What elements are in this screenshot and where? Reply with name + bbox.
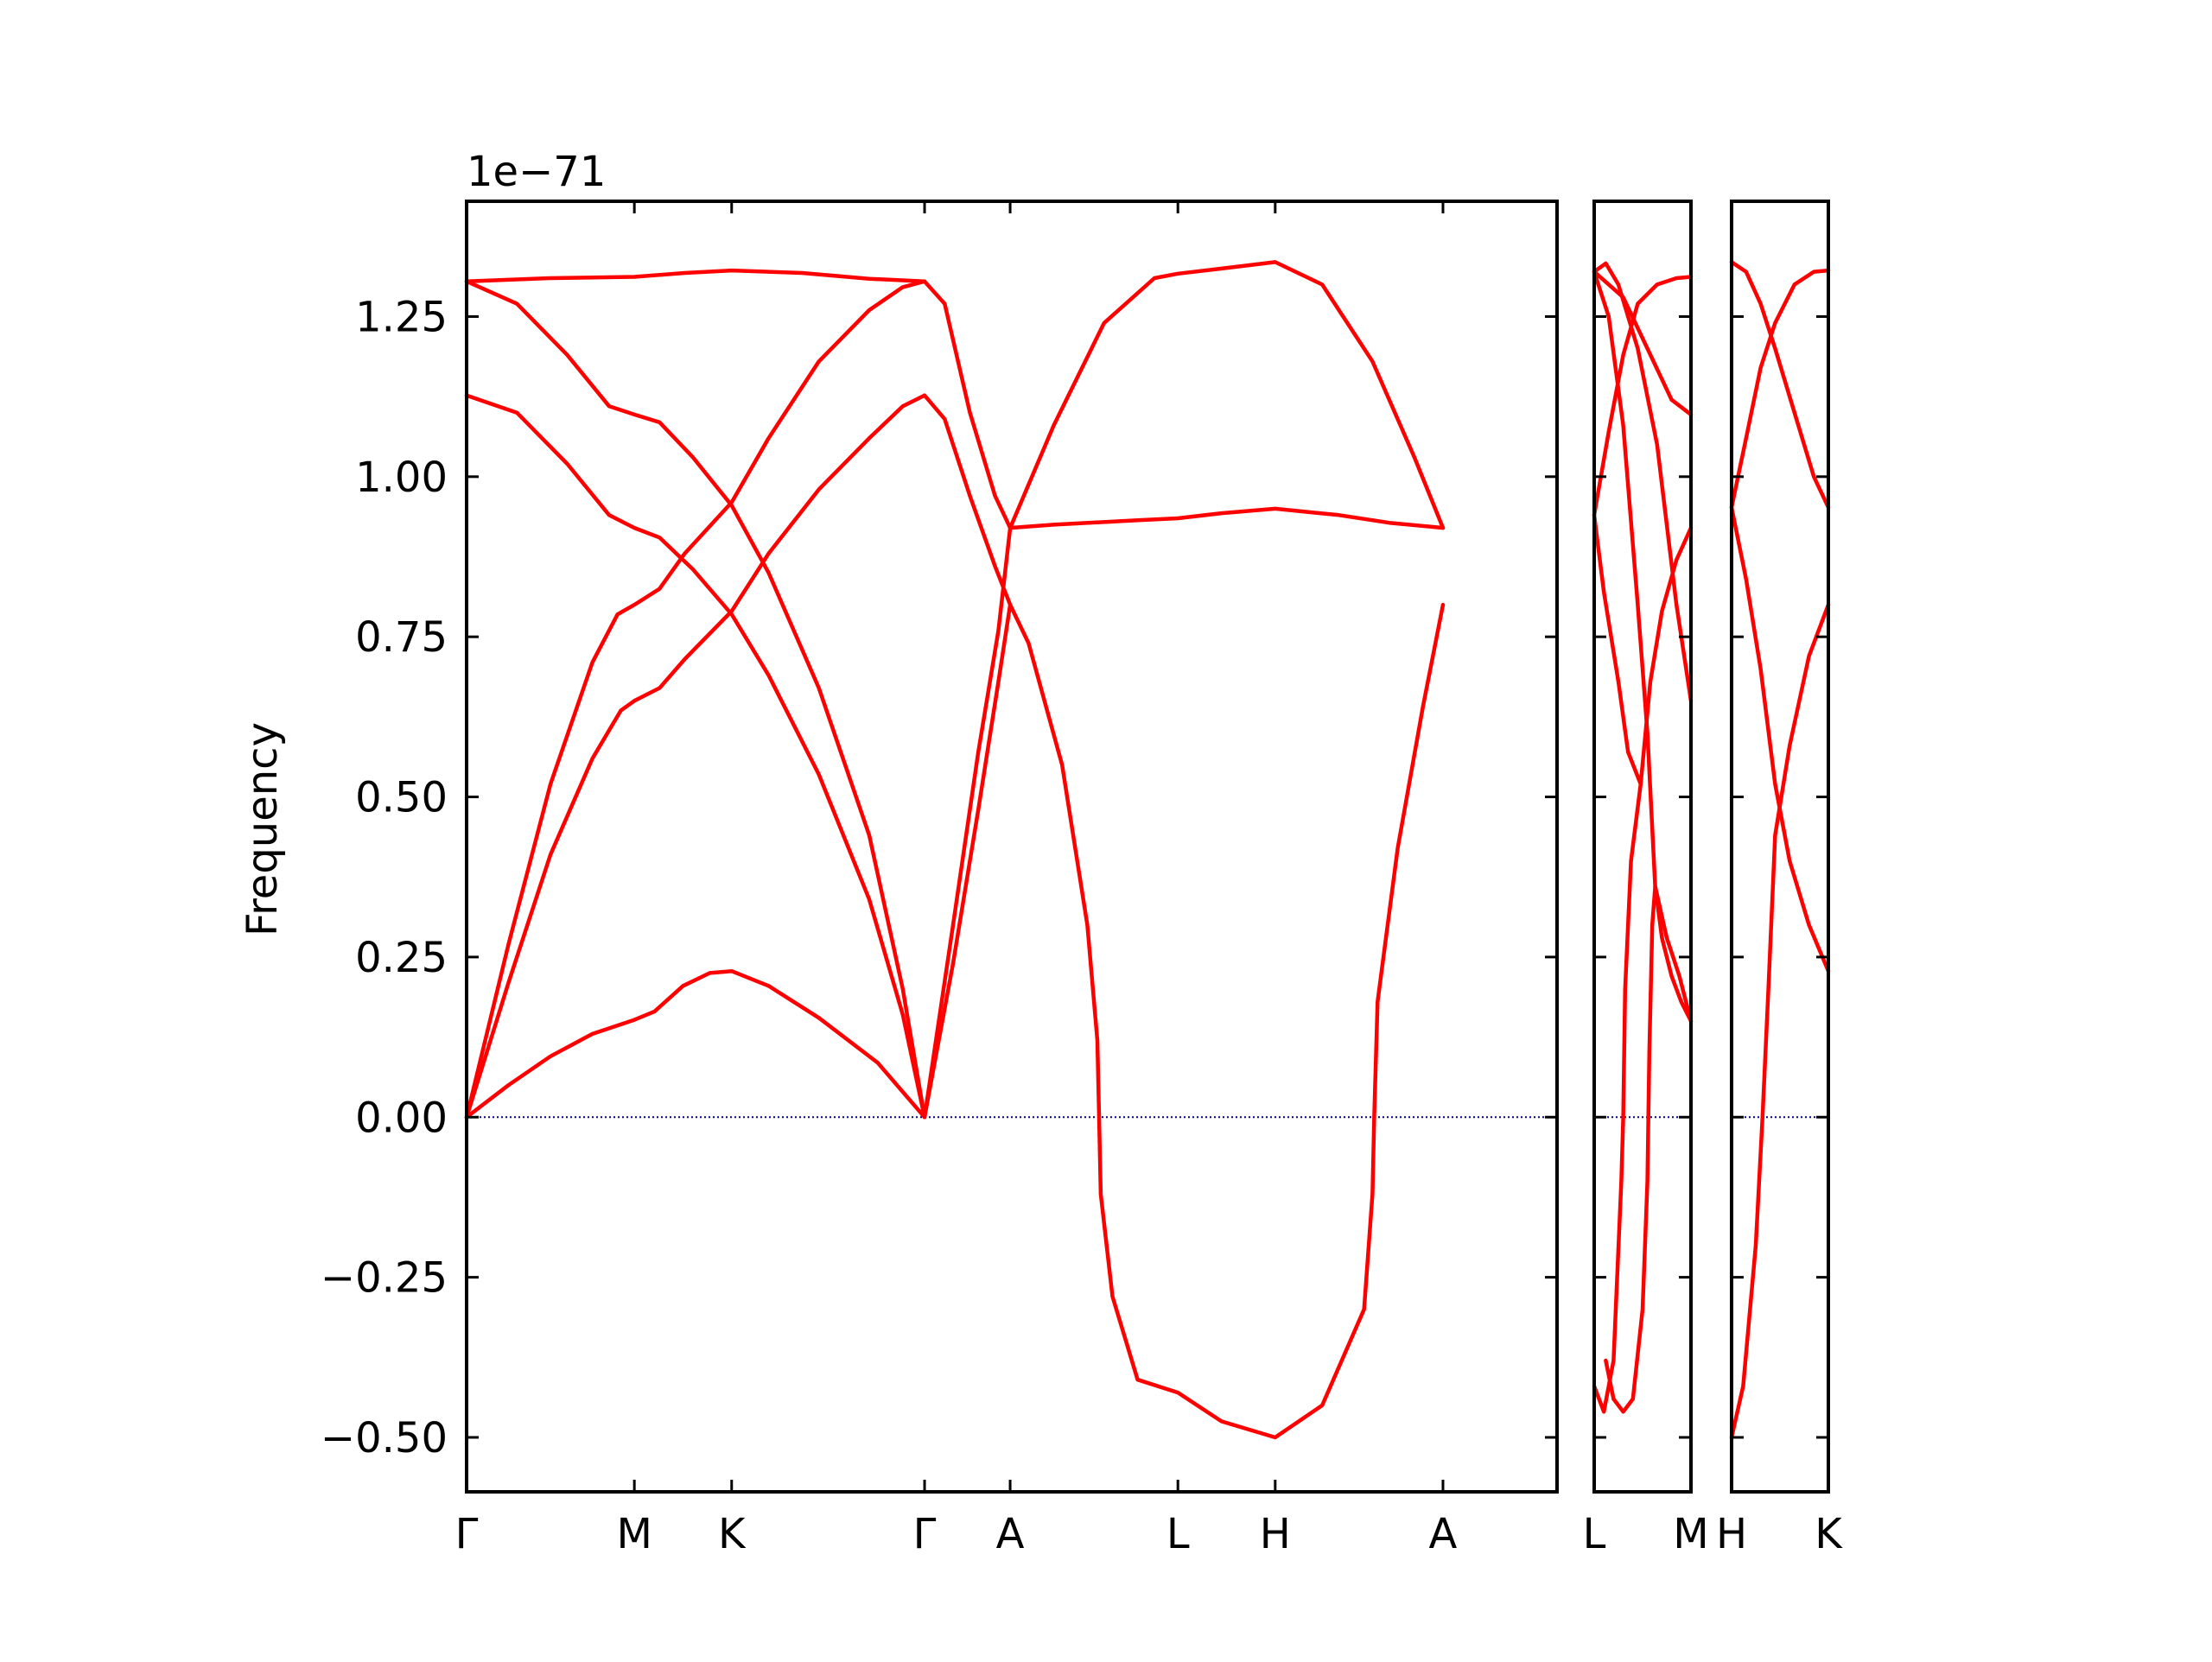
band-line [464,393,927,1120]
x-tick-label: L [1583,1510,1606,1558]
y-tick-label: 1.25 [355,293,448,341]
panel-frame [465,200,1559,1494]
band-line [464,279,927,1120]
band-line [1653,885,1694,1024]
band-line [922,602,1013,1120]
x-tick-label: A [996,1510,1025,1558]
x-tick-label: A [1429,1510,1458,1558]
band-line [464,393,927,1120]
x-tick-label: Γ [913,1510,937,1558]
x-tick-label: L [1166,1510,1190,1558]
band-line [1604,885,1657,1414]
x-tick-label: Γ [455,1510,479,1558]
y-tick-label: −0.25 [321,1254,448,1303]
x-tick-label: K [718,1510,747,1558]
band-line [1592,270,1694,417]
panel-frame [1592,200,1693,1494]
y-tick-label: 0.50 [355,774,448,822]
panel-frame [1730,200,1830,1494]
x-tick-label: H [1716,1510,1747,1558]
band-line [464,968,927,1120]
x-tick-label: M [616,1510,652,1558]
band-line [922,279,1013,530]
band-line [1729,505,1831,974]
x-tick-label: K [1815,1510,1843,1558]
band-line [464,268,927,283]
y-offset-label: 1e−71 [467,148,606,196]
band-line [1007,260,1446,530]
band-line [922,393,1446,1440]
band-line [464,279,927,1120]
band-line [1592,270,1694,1024]
y-tick-label: 1.00 [355,454,448,502]
x-tick-label: M [1673,1510,1708,1558]
x-tick-label: H [1260,1510,1291,1558]
band-line [1592,275,1694,517]
band-panel-1: Γ M K Γ A L H A −0.50 −0.25 0.00 0.25 0.50 0.75 1.00 1.… [321,200,1559,1558]
y-tick-label: 0.75 [355,613,448,662]
y-tick-label: 0.00 [355,1094,448,1142]
band-line [922,506,1446,1120]
y-tick-label: −0.50 [321,1414,448,1462]
band-line [1592,261,1694,703]
y-axis-label: Frequency [238,722,287,936]
y-tick-label: 0.25 [355,934,448,982]
band-line [1729,268,1831,510]
band-panels: Γ M K Γ A L H A −0.50 −0.25 0.00 0.25 0.50 0.75 1.00 1.… [321,200,1843,1558]
band-line [1729,260,1831,510]
band-line [1729,602,1831,1440]
band-line [1592,782,1643,1414]
